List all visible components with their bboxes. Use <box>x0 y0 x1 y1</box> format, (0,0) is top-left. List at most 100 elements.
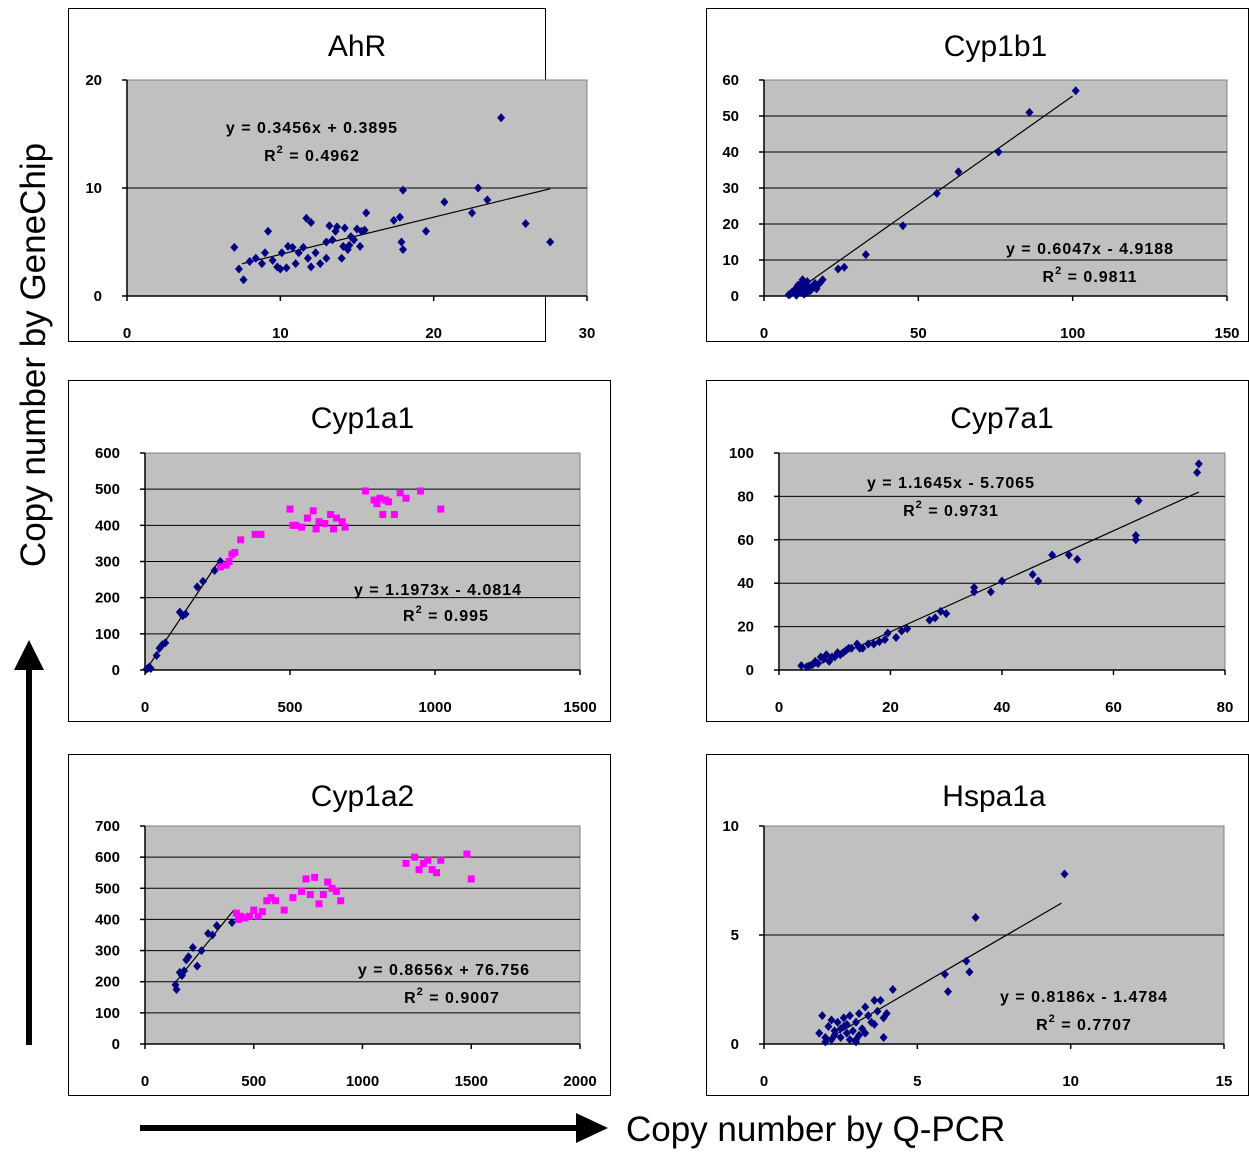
data-point <box>821 1037 830 1047</box>
data-point <box>399 245 407 255</box>
data-point <box>440 197 449 207</box>
r-squared: R2 = 0.9007 <box>404 986 500 1007</box>
data-point <box>415 866 423 874</box>
fit-equation: y = 1.1973x - 4.0814 <box>354 582 522 599</box>
data-point <box>467 875 475 883</box>
data-point <box>239 275 248 285</box>
data-point <box>437 505 445 513</box>
data-point <box>349 235 358 245</box>
data-point <box>332 514 340 522</box>
data-point <box>422 226 430 236</box>
y-tick-label: 30 <box>722 180 739 197</box>
data-point <box>315 518 323 526</box>
chart-panel: 0 10 20 0 10 20 30 AhR y = 0.3456x + 0.3895 R2 = … <box>68 8 595 342</box>
data-point <box>237 912 245 920</box>
x-tick-label: 0 <box>123 325 131 342</box>
x-tick-label: 0 <box>760 1073 768 1090</box>
data-point <box>251 530 259 538</box>
data-point <box>267 894 275 902</box>
x-arrow-head <box>576 1113 608 1143</box>
data-point <box>231 548 239 556</box>
y-tick-label: 50 <box>722 108 739 125</box>
data-point <box>316 259 325 269</box>
data-point <box>315 900 323 908</box>
data-point <box>289 894 297 902</box>
data-point <box>299 242 308 252</box>
x-tick-label: 10 <box>1062 1073 1079 1090</box>
data-point <box>883 628 892 638</box>
data-point <box>322 253 331 263</box>
data-point <box>797 661 806 671</box>
data-point <box>306 891 314 899</box>
y-tick-label: 10 <box>85 180 102 197</box>
data-point <box>839 1013 848 1023</box>
y-tick-label: 80 <box>737 488 754 505</box>
chart-panel: 0 20 40 60 80 100 0 20 40 60 80 Cyp7a1 y = 1.1645x -… <box>706 380 1249 722</box>
x-tick-label: 500 <box>277 699 302 716</box>
data-point <box>311 248 320 258</box>
y-tick-label: 20 <box>737 619 754 636</box>
data-point <box>1028 570 1037 580</box>
data-point <box>362 208 371 218</box>
x-tick-label: 50 <box>910 325 927 342</box>
data-point <box>971 913 980 923</box>
data-point <box>402 494 410 502</box>
data-point <box>277 248 286 258</box>
data-point <box>319 891 327 899</box>
data-point <box>852 1017 860 1027</box>
data-point <box>497 113 506 123</box>
data-point <box>1073 554 1082 564</box>
r-squared: R2 = 0.9731 <box>903 499 999 520</box>
y-tick-label: 60 <box>722 72 739 89</box>
data-point <box>302 875 310 883</box>
data-point <box>873 1006 882 1016</box>
data-point <box>463 850 471 858</box>
data-point <box>276 264 285 274</box>
data-point <box>237 536 245 544</box>
data-point <box>340 223 349 233</box>
data-point <box>324 878 332 886</box>
r-squared: R2 = 0.4962 <box>264 144 360 165</box>
y-tick-label: 700 <box>95 818 120 835</box>
data-point <box>998 576 1006 586</box>
x-tick-label: 15 <box>1216 1073 1233 1090</box>
x-tick-label: 1000 <box>346 1073 379 1090</box>
chart-panel: 0 100 200 300 400 500 600 700 0 500 1000 1500 2000 Cy… <box>68 754 611 1096</box>
y-tick-label: 0 <box>746 662 754 679</box>
data-point <box>245 912 253 920</box>
data-point <box>834 264 843 274</box>
x-tick-label: 500 <box>241 1073 266 1090</box>
data-point <box>222 561 230 569</box>
data-point <box>965 967 974 977</box>
y-tick-label: 400 <box>95 517 120 534</box>
y-tick-label: 20 <box>722 216 739 233</box>
x-tick-label: 80 <box>1217 699 1234 716</box>
y-tick-label: 300 <box>95 943 120 960</box>
data-point <box>181 609 190 619</box>
data-point <box>402 859 410 867</box>
data-point <box>847 643 856 653</box>
y-tick-label: 0 <box>112 1036 120 1053</box>
data-point <box>882 1008 891 1018</box>
data-point <box>861 250 870 260</box>
data-point <box>861 1028 870 1038</box>
data-point <box>230 242 239 252</box>
data-point <box>830 1030 839 1040</box>
data-point <box>361 487 369 495</box>
data-point <box>390 510 398 518</box>
data-point <box>932 188 941 198</box>
data-point <box>327 510 335 518</box>
data-point <box>245 256 254 266</box>
figure-y-label: Copy number by GeneChip <box>14 143 53 567</box>
data-point <box>193 582 202 592</box>
trendline <box>788 95 1074 297</box>
data-point <box>294 248 303 258</box>
data-point <box>152 651 161 661</box>
data-point <box>836 1032 845 1042</box>
data-point <box>172 985 181 994</box>
data-point <box>216 563 224 571</box>
data-point <box>818 275 827 285</box>
y-tick-label: 40 <box>737 575 754 592</box>
data-point <box>892 632 901 642</box>
x-tick-label: 20 <box>882 699 899 716</box>
